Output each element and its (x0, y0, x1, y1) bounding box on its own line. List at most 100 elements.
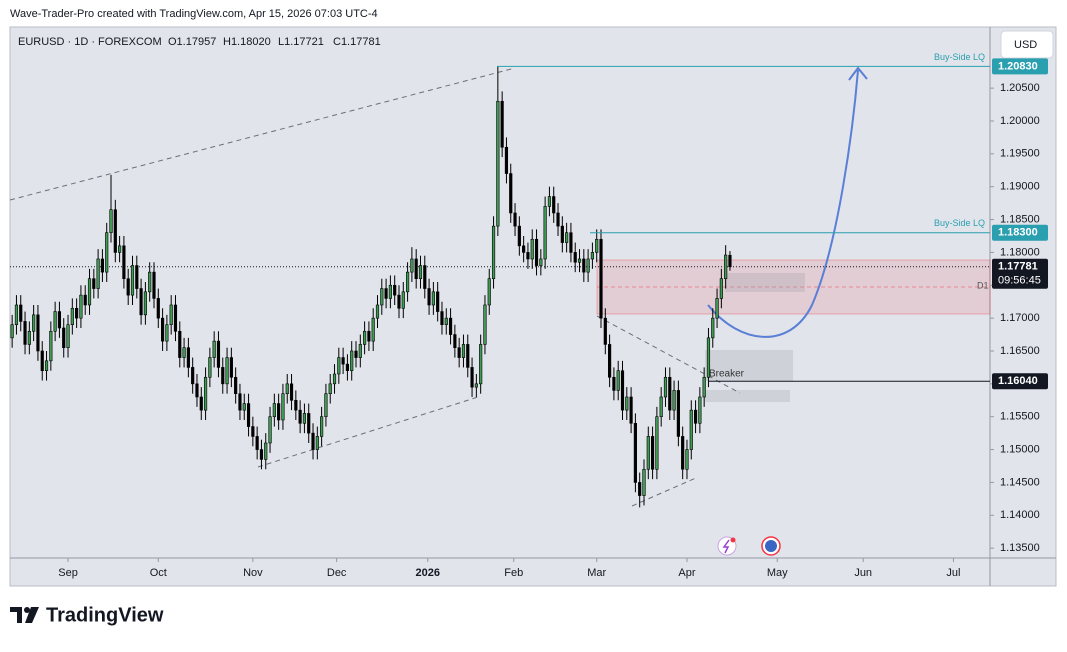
y-tick-label: 1.20500 (1000, 82, 1040, 94)
candle-body (470, 367, 474, 388)
candle-body (397, 294, 401, 309)
x-tick-label: Nov (243, 567, 263, 579)
y-tick-label: 1.18000 (1000, 246, 1040, 258)
candle-body (354, 350, 358, 358)
candle-body (457, 347, 461, 358)
event-icon-dot (730, 537, 736, 543)
x-tick-label: May (767, 567, 788, 579)
candle-body (642, 468, 646, 496)
x-tick-label: Mar (587, 567, 606, 579)
candle-body (663, 376, 668, 398)
candle-body (556, 212, 560, 227)
candle-body (582, 258, 586, 273)
x-tick-label: Dec (327, 567, 347, 579)
candle-body (229, 357, 233, 378)
level-price-label: 1.20830 (998, 60, 1038, 72)
candle-body (118, 245, 122, 253)
candle-body (298, 409, 302, 424)
candle-body (363, 330, 367, 345)
ohlc-value: L1.17721 (278, 36, 324, 48)
y-tick-label: 1.13500 (1000, 542, 1040, 554)
y-tick-label: 1.18500 (1000, 213, 1040, 225)
candle-body (182, 347, 186, 358)
candle-body (341, 357, 345, 365)
y-tick-label: 1.15500 (1000, 411, 1040, 423)
candle-body (496, 100, 500, 227)
candle-body (650, 436, 655, 470)
candle-body (599, 238, 603, 319)
candle-body (423, 265, 427, 289)
candle-body (238, 393, 242, 411)
symbol-info: EURUSD · 1D · FOREXCOM (18, 36, 162, 48)
candle-body (461, 344, 466, 358)
candle-body (199, 396, 203, 411)
candle-body (246, 403, 251, 427)
candle-body (483, 304, 487, 345)
ohlc-value: H1.18020 (223, 36, 271, 48)
candle-body (504, 146, 509, 174)
level-price-box (992, 58, 1048, 75)
candle-body (526, 252, 530, 260)
candle-body (87, 278, 92, 306)
candle-body (83, 294, 87, 306)
candle-body (126, 278, 130, 296)
candle-body (23, 321, 27, 345)
candle-body (431, 291, 435, 306)
candle-body (143, 291, 147, 316)
candle-body (427, 288, 431, 306)
candle-body (672, 390, 676, 411)
logo-dot (24, 607, 30, 613)
candle-body (629, 396, 633, 424)
candle-body (225, 357, 229, 385)
candle-body (367, 330, 371, 342)
candle-body (14, 304, 19, 326)
watermark: Wave-Trader-Pro created with TradingView… (10, 8, 378, 20)
chart-background (9, 26, 1057, 587)
candle-body (466, 344, 470, 368)
candle-body (113, 209, 117, 253)
candle-body (251, 426, 255, 437)
ohlc-value: C1.17781 (333, 36, 381, 48)
candle-body (715, 298, 719, 319)
candle-body (27, 330, 31, 345)
last-price-box (992, 258, 1048, 289)
candle-body (328, 383, 332, 395)
candle-body (530, 238, 534, 260)
candle-body (32, 314, 36, 332)
brand-logo: TradingView (10, 604, 164, 626)
flag-icon-inner (765, 540, 777, 552)
projection-arrowhead (848, 66, 868, 81)
x-tick-label: Oct (150, 567, 167, 579)
currency-label[interactable]: USD (1014, 39, 1037, 51)
candle-body (92, 278, 96, 289)
candle-body (590, 252, 595, 260)
candle-body (70, 307, 74, 326)
candle-body (522, 245, 526, 253)
y-tick-label: 1.19000 (1000, 181, 1040, 193)
candle-body (130, 265, 135, 296)
candle-body (487, 278, 491, 306)
candle-body (216, 340, 221, 368)
candle-body (178, 330, 182, 358)
candle-body (79, 294, 83, 319)
candle-body (685, 449, 689, 470)
candle-body (135, 265, 139, 289)
candle-body (315, 436, 319, 450)
wedge-lower (631, 476, 699, 507)
candle-body (513, 212, 517, 227)
currency-button[interactable] (1000, 30, 1054, 59)
candle-body (302, 413, 307, 424)
candle-body (547, 196, 552, 207)
x-tick-label: Jun (854, 567, 872, 579)
candle-body (711, 317, 715, 339)
y-tick-label: 1.19500 (1000, 148, 1040, 160)
candle-body (401, 291, 405, 309)
y-tick-label: 1.16500 (1000, 345, 1040, 357)
candle-body (586, 258, 590, 273)
level-note: Buy-Side LQ (934, 52, 985, 62)
breaker-label: Breaker (709, 369, 745, 380)
candle-body (324, 393, 328, 418)
drawings (9, 66, 991, 556)
candle-body (10, 324, 14, 339)
